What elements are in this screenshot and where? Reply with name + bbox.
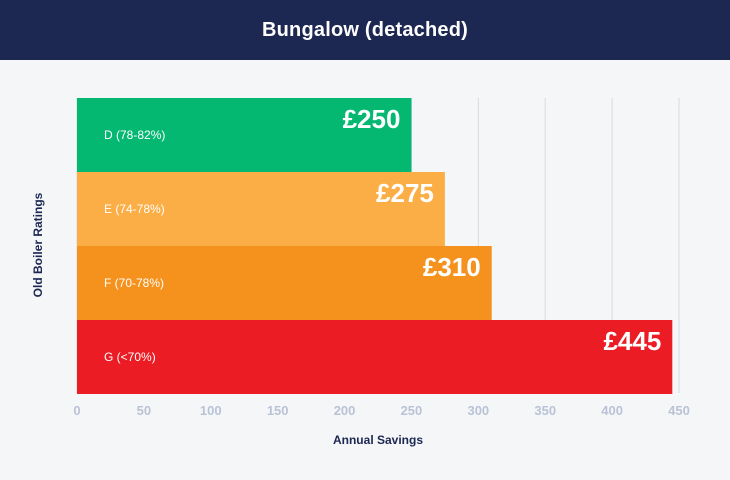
bar [77, 172, 445, 246]
x-tick-label: 50 [137, 403, 151, 418]
data-label: £250 [343, 104, 401, 134]
x-axis-title: Annual Savings [332, 433, 424, 447]
x-tick-label: 200 [334, 403, 356, 418]
x-tick-label: 0 [73, 403, 80, 418]
x-tick-label: 400 [601, 403, 623, 418]
bar [77, 98, 412, 172]
x-tick-label: 450 [668, 403, 690, 418]
x-tick-label: 350 [534, 403, 556, 418]
category-label: F (70-78%) [104, 276, 164, 290]
data-label: £445 [603, 326, 661, 356]
x-tick-label: 250 [401, 403, 423, 418]
x-tick-label: 300 [467, 403, 489, 418]
bar [77, 246, 492, 320]
x-tick-label: 150 [267, 403, 289, 418]
data-label: £310 [423, 252, 481, 282]
y-axis-title: Old Boiler Ratings [31, 192, 45, 298]
x-tick-label: 100 [200, 403, 222, 418]
category-label: E (74-78%) [104, 202, 165, 216]
bar [77, 320, 673, 394]
chart-header: Bungalow (detached) [0, 0, 730, 60]
data-label: £275 [376, 178, 434, 208]
chart-title: Bungalow (detached) [261, 18, 469, 41]
bars: D (78-82%) £250 E (74-78%) £275 F (70-78%) £3… [77, 98, 673, 394]
x-tick-labels: 0 50 100 150 200 250 300 350 400 450 [73, 403, 689, 418]
category-label: D (78-82%) [104, 128, 165, 142]
category-label: G (<70%) [104, 350, 156, 364]
